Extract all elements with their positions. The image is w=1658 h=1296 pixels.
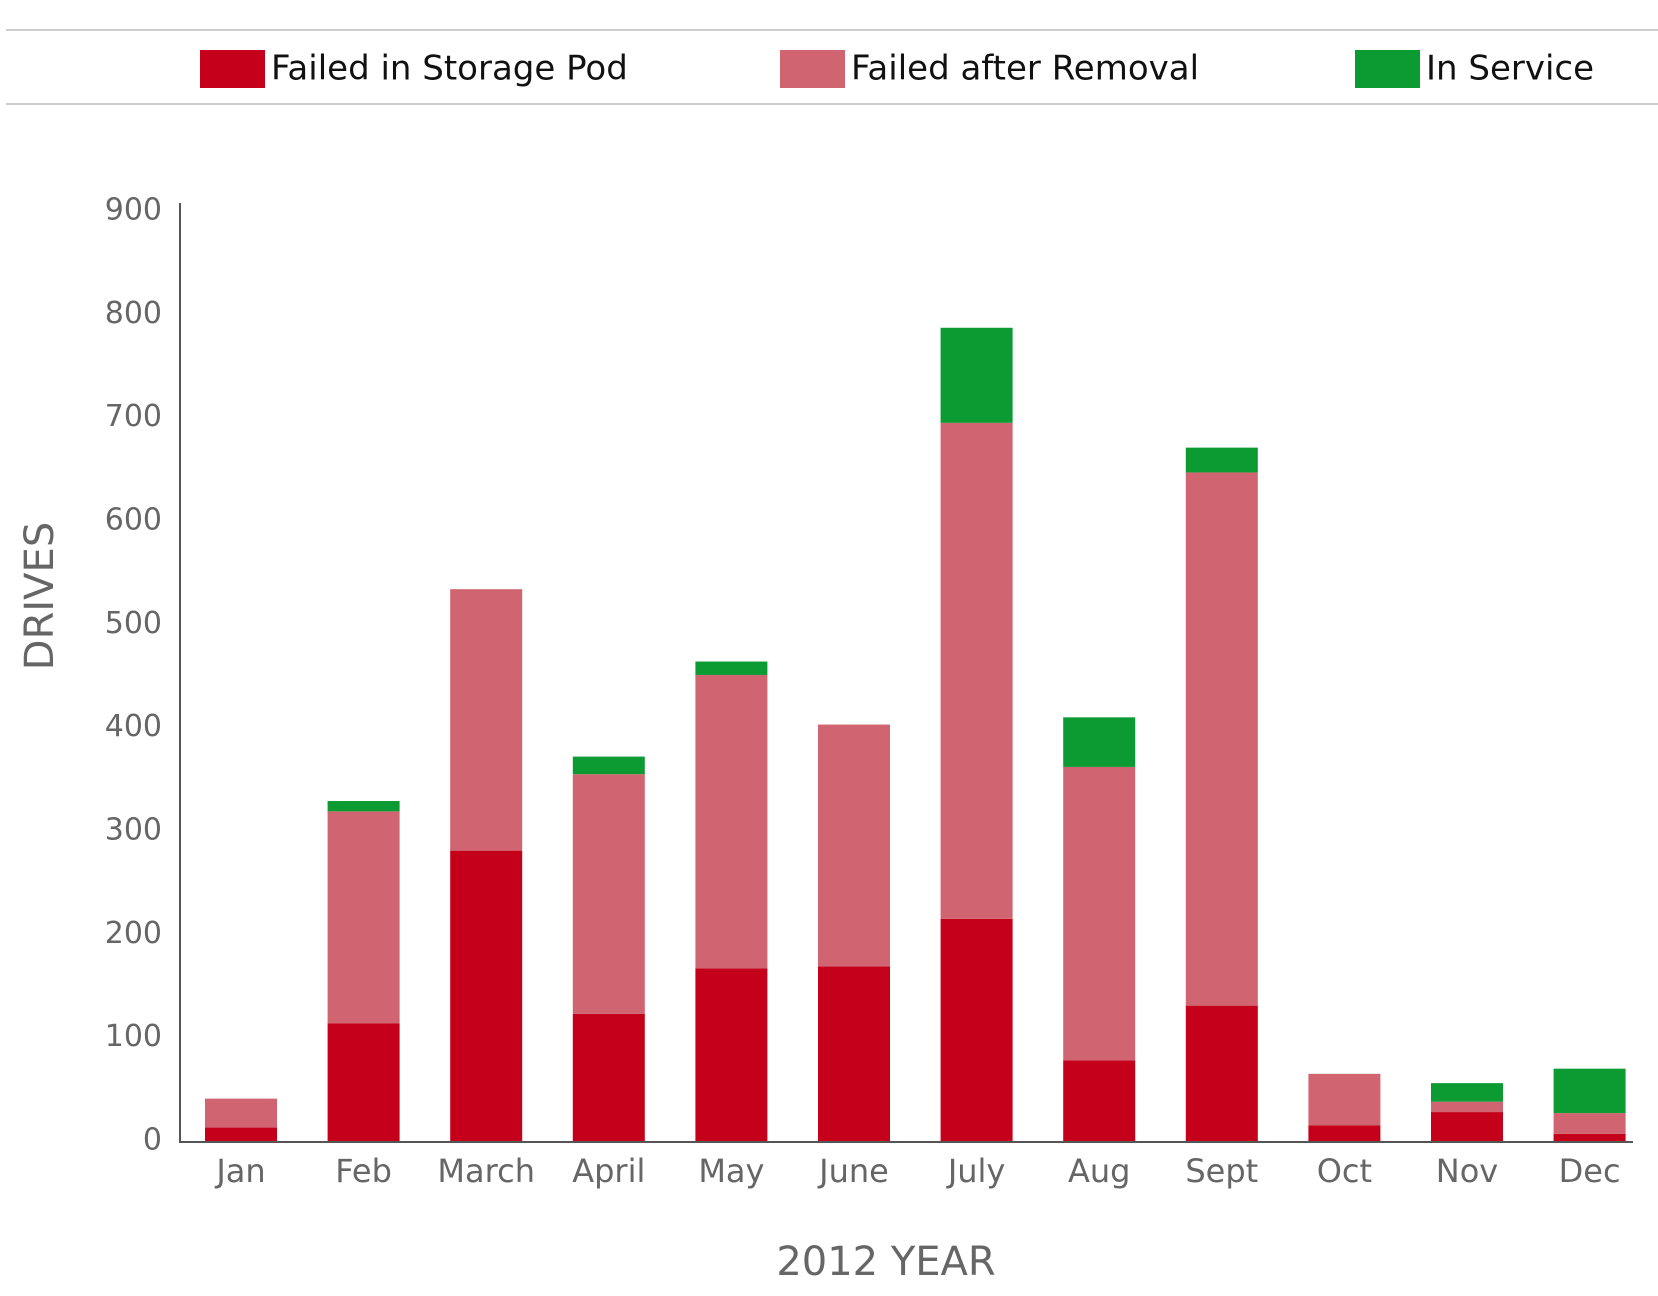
bar-segment [940, 918, 1013, 1141]
y-tick-label: 300 [105, 813, 162, 848]
bar-segment [450, 850, 523, 1141]
legend-label: Failed in Storage Pod [271, 49, 628, 89]
bar-segment [327, 1023, 400, 1141]
x-axis-title: 2012 YEAR [776, 1239, 995, 1285]
x-tick-label: April [572, 1152, 645, 1190]
legend-swatch [1355, 50, 1420, 88]
bar-segment [1553, 1133, 1626, 1141]
y-tick-label: 100 [105, 1019, 162, 1054]
bar-segment [327, 801, 400, 812]
x-tick-label: Sept [1185, 1152, 1258, 1190]
x-tick-label: Aug [1068, 1152, 1130, 1190]
x-tick-label: Nov [1436, 1152, 1498, 1190]
y-axis-title: DRIVES [17, 522, 63, 670]
bar-segment [1063, 766, 1136, 1061]
bar-segment [450, 589, 523, 851]
bar-segment [818, 966, 890, 1141]
y-tick-label: 500 [105, 606, 162, 641]
x-tick-label: May [698, 1152, 764, 1190]
bar-segment [205, 1127, 277, 1141]
bar-segment [818, 724, 890, 967]
bar-segment [695, 968, 768, 1141]
x-tick-label: Feb [335, 1152, 392, 1190]
bar-segment [327, 811, 400, 1024]
bar-segment [1308, 1125, 1381, 1141]
x-tick-label: July [946, 1152, 1006, 1190]
bar-segment [1063, 1060, 1136, 1141]
bar-segment [1431, 1083, 1503, 1102]
y-tick-label: 400 [105, 709, 162, 744]
x-tick-label: Oct [1317, 1152, 1372, 1190]
bar-segment [1185, 1005, 1258, 1141]
y-tick-label: 800 [105, 296, 162, 331]
y-tick-label: 700 [105, 399, 162, 434]
bar-segment [572, 774, 645, 1014]
bar-segment [572, 1013, 645, 1141]
bar-segment [940, 422, 1013, 919]
legend-label: In Service [1426, 49, 1594, 89]
bar-segment [205, 1098, 277, 1128]
x-tick-label: Dec [1559, 1152, 1621, 1190]
bar-segment [1553, 1113, 1626, 1134]
x-tick-label: March [437, 1152, 535, 1190]
y-tick-label: 900 [105, 193, 162, 228]
bar-segment [695, 661, 768, 675]
bar-segment [1431, 1101, 1503, 1113]
bar-segment [572, 756, 645, 775]
y-tick-label: 600 [105, 503, 162, 538]
bar-segment [1063, 717, 1136, 767]
legend-swatch [780, 50, 845, 88]
x-tick-label: Jan [214, 1152, 265, 1190]
x-tick-label: June [817, 1152, 889, 1190]
bar-segment [940, 327, 1013, 423]
bar-segment [1308, 1073, 1381, 1126]
bar-segment [1185, 447, 1258, 473]
y-tick-label: 0 [143, 1123, 162, 1158]
bar-segment [695, 674, 768, 969]
legend-swatch [200, 50, 265, 88]
y-tick-label: 200 [105, 916, 162, 951]
legend-label: Failed after Removal [851, 49, 1199, 89]
bar-segment [1553, 1068, 1626, 1114]
bar-segment [1431, 1112, 1503, 1141]
bar-segment [1185, 472, 1258, 1006]
